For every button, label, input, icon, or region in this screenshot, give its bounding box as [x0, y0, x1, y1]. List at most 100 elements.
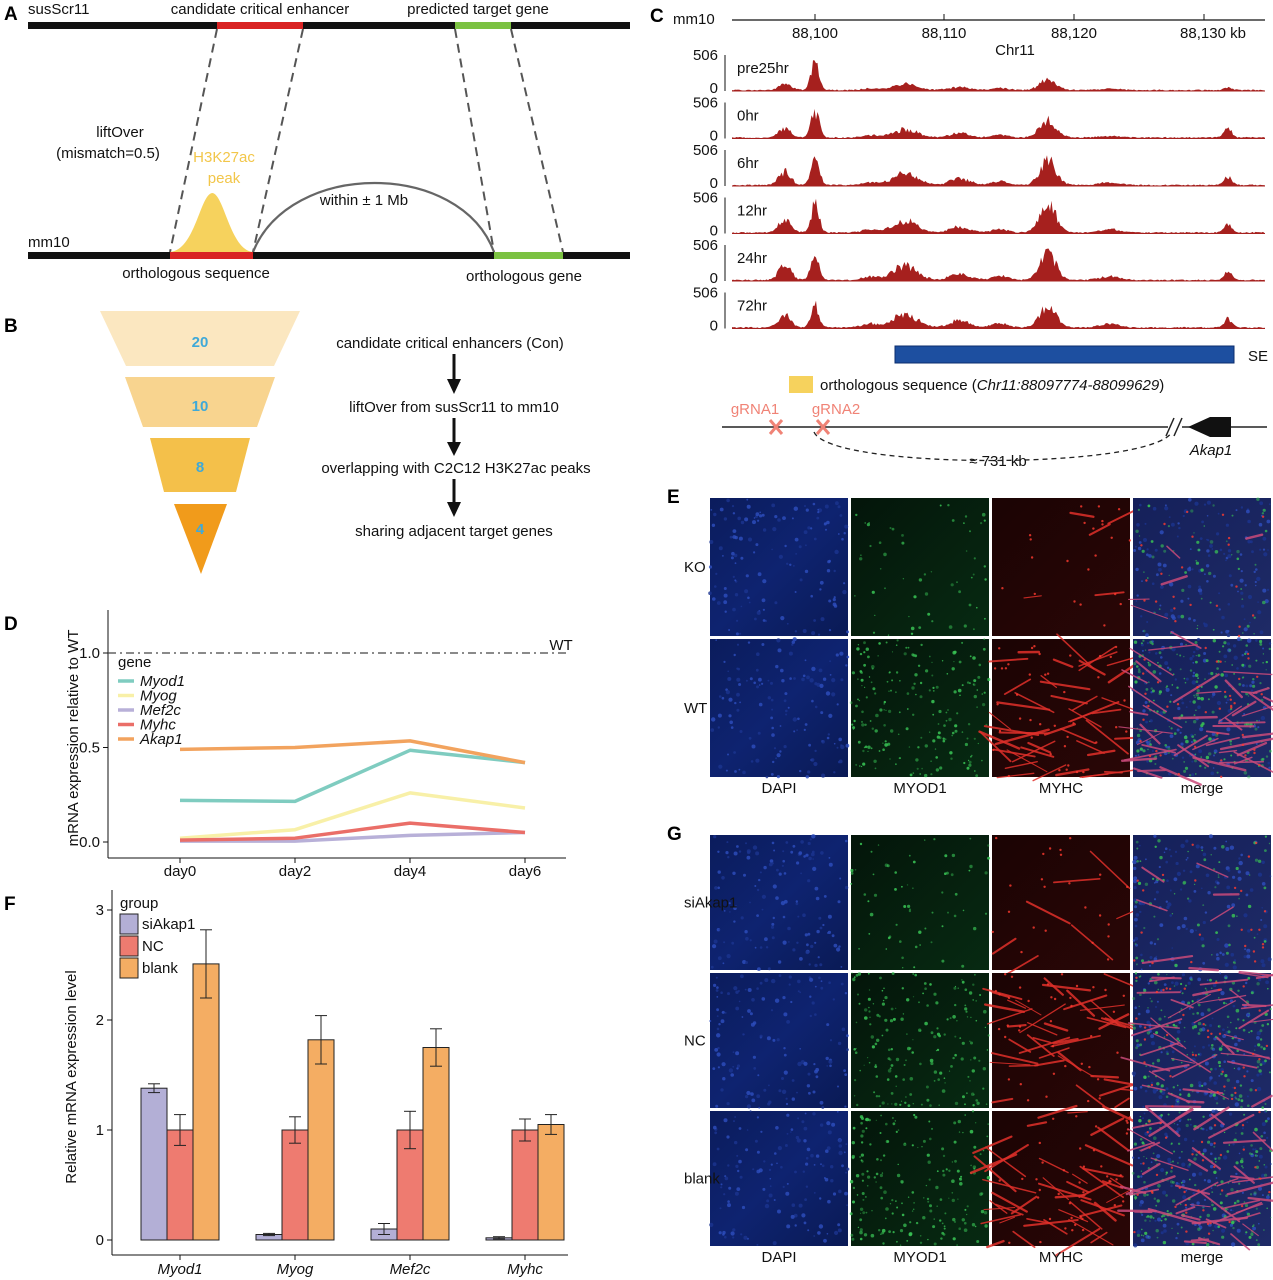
myod1-dot	[1254, 563, 1257, 566]
myhc-dot	[1184, 1203, 1188, 1207]
myod1-dot	[1224, 1090, 1226, 1092]
myod1-dot	[943, 724, 946, 727]
nucleus-dot	[1171, 522, 1175, 527]
nucleus-dot	[1233, 655, 1238, 660]
myhc-dot	[1064, 1064, 1067, 1068]
myod1-dot	[1210, 1067, 1213, 1071]
nucleus-dot	[1241, 1127, 1244, 1130]
myotube-fiber	[1101, 1180, 1124, 1190]
myod1-dot	[1184, 681, 1187, 684]
myotube-fiber	[1114, 1097, 1130, 1109]
nucleus-dot	[1202, 658, 1207, 663]
myhc-dot	[1018, 1029, 1021, 1032]
myhc-dot	[1251, 1052, 1255, 1056]
panel-b-letter: B	[4, 316, 18, 337]
nucleus-dot	[776, 868, 779, 872]
nucleus-dot	[1222, 1028, 1225, 1032]
myod1-dot	[959, 1037, 962, 1039]
myotube-fiber	[1037, 1104, 1078, 1119]
nucleus-dot	[1198, 1052, 1202, 1057]
myhc-dot	[1238, 677, 1241, 681]
nucleus-dot	[833, 771, 836, 774]
myod1-dot	[865, 1127, 868, 1130]
myod1-dot	[1235, 1027, 1238, 1030]
myod1-dot	[859, 765, 861, 767]
nucleus-dot	[1181, 973, 1185, 977]
myod1-dot	[1147, 504, 1151, 508]
nucleus-dot	[807, 770, 811, 774]
nucleus-dot	[1246, 948, 1251, 953]
myod1-dot	[1195, 660, 1198, 664]
nucleus-dot	[763, 865, 767, 870]
nucleus-dot	[1256, 1031, 1262, 1036]
nucleus-dot	[1153, 882, 1156, 884]
myod1-dot	[1242, 1019, 1245, 1022]
myod1-dot	[872, 1003, 875, 1005]
myhc-dot	[1116, 1051, 1119, 1054]
myhc-dot	[1198, 1150, 1201, 1154]
myhc-dot	[1082, 770, 1085, 774]
myotube-fiber	[1248, 692, 1273, 711]
myod1-dot	[1134, 680, 1138, 684]
myod1-dot	[953, 1220, 957, 1223]
myhc-dot	[1202, 1022, 1205, 1026]
myod1-dot	[872, 631, 876, 634]
myod1-dot	[1211, 710, 1215, 714]
myod1-dot	[880, 1159, 882, 1162]
nucleus-dot	[1164, 847, 1168, 850]
myod1-dot	[876, 1038, 880, 1043]
myhc-dot	[1004, 667, 1008, 670]
myod1-dot	[1247, 1016, 1250, 1018]
y-tick-label: 0.5	[79, 740, 100, 757]
nucleus-dot	[1178, 1021, 1182, 1024]
nucleus-dot	[829, 1064, 832, 1068]
nucleus-dot	[716, 1027, 720, 1031]
nucleus-dot	[782, 516, 786, 520]
myod1-dot	[877, 844, 880, 846]
nucleus-dot	[799, 578, 803, 582]
within-label: within ± 1 Mb	[319, 192, 408, 209]
myod1-dot	[1135, 1046, 1138, 1050]
myod1-dot	[1260, 1045, 1263, 1049]
myhc-dot	[1109, 655, 1113, 659]
nucleus-dot	[761, 908, 764, 911]
nucleus-dot	[1257, 610, 1262, 615]
myhc-dot	[1151, 961, 1154, 965]
nucleus-dot	[1134, 1006, 1137, 1009]
myod1-dot	[977, 742, 979, 745]
myhc-dot	[1069, 837, 1072, 840]
nucleus-dot	[1175, 861, 1179, 866]
myod1-dot	[1235, 866, 1239, 871]
myod1-dot	[970, 754, 973, 757]
myhc-dot	[1204, 646, 1207, 650]
column-label: MYHC	[1039, 1249, 1083, 1266]
myotube-fiber	[1167, 993, 1211, 1019]
myotube-fiber	[1136, 991, 1181, 994]
myod1-dot	[1139, 1138, 1143, 1141]
myod1-dot	[1214, 1157, 1217, 1160]
myod1-dot	[961, 979, 963, 981]
nucleus-dot	[1240, 570, 1243, 573]
myhc-dot	[1074, 1223, 1077, 1227]
f-legend-label: blank	[142, 960, 178, 977]
myod1-dot	[1226, 1150, 1230, 1153]
myod1-dot	[1155, 1204, 1158, 1207]
myod1-dot	[920, 1103, 923, 1106]
myod1-dot	[1260, 1135, 1264, 1138]
myod1-dot	[976, 606, 978, 609]
nucleus-dot	[1201, 887, 1203, 890]
nucleus-dot	[729, 720, 733, 725]
myod1-dot	[861, 720, 863, 723]
myhc-dot	[1253, 751, 1256, 755]
nucleus-dot	[721, 1010, 725, 1014]
myod1-dot	[1197, 654, 1201, 657]
nucleus-dot	[1185, 858, 1188, 861]
nucleus-dot	[1218, 1074, 1221, 1077]
myod1-dot	[884, 587, 886, 590]
nucleus-dot	[728, 902, 731, 905]
nucleus-dot	[808, 743, 811, 747]
nucleus-dot	[1258, 1186, 1262, 1191]
myod1-dot	[1269, 749, 1272, 753]
myod1-dot	[1183, 1040, 1186, 1043]
nucleus-dot	[1249, 540, 1253, 544]
